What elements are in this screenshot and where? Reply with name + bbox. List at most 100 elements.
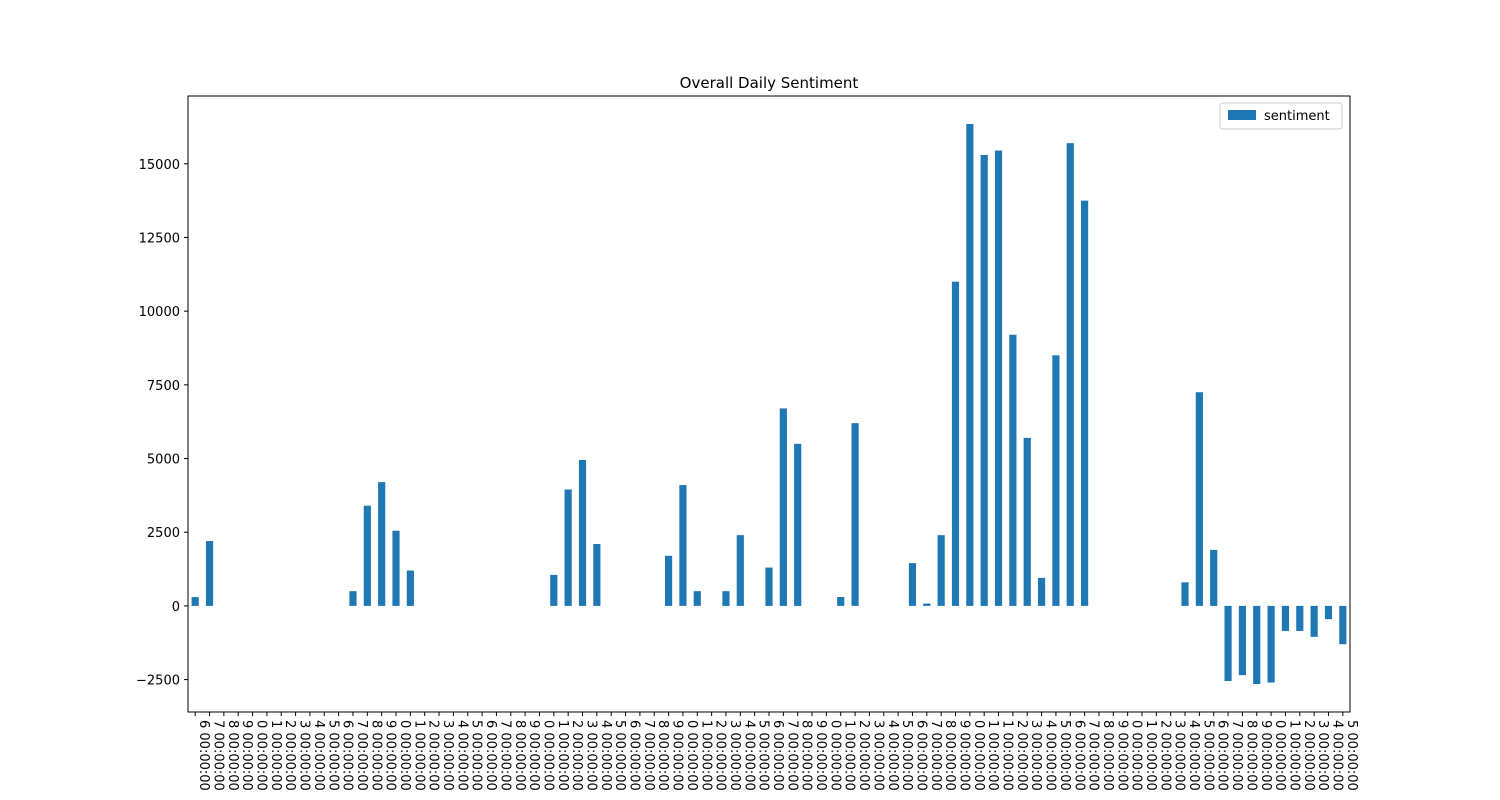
bar xyxy=(1210,549,1218,606)
bar xyxy=(966,124,974,606)
legend-box xyxy=(1219,102,1343,130)
x-tick-label: 0 00:00:00 xyxy=(540,720,555,791)
x-tick-label: 8 00:00:00 xyxy=(942,720,957,791)
bar xyxy=(1066,143,1074,606)
x-tick-label: 1 00:00:00 xyxy=(1143,720,1158,791)
bar xyxy=(1081,200,1089,606)
x-tick-label: 6 00:00:00 xyxy=(627,720,642,791)
x-tick-label: 5 00:00:00 xyxy=(1344,720,1359,791)
y-tick-label: −2500 xyxy=(136,674,180,689)
x-tick-label: 6 00:00:00 xyxy=(196,720,211,791)
bar xyxy=(837,597,845,606)
bar xyxy=(1339,605,1347,645)
x-tick-label: 2 00:00:00 xyxy=(1301,720,1316,791)
x-tick-label: 0 00:00:00 xyxy=(684,720,699,791)
x-tick-label: 0 00:00:00 xyxy=(1129,720,1144,791)
x-tick-label: 1 00:00:00 xyxy=(1286,720,1301,791)
x-tick-label: 3 00:00:00 xyxy=(1028,720,1043,791)
x-tick-label: 3 00:00:00 xyxy=(1315,720,1330,791)
y-tick-label: 0 xyxy=(172,600,180,615)
x-tick-label: 5 00:00:00 xyxy=(1200,720,1215,791)
x-tick-label: 7 00:00:00 xyxy=(354,720,369,791)
x-tick-label: 1 00:00:00 xyxy=(411,720,426,791)
x-tick-label: 9 00:00:00 xyxy=(1258,720,1273,791)
x-tick-label: 2 00:00:00 xyxy=(713,720,728,791)
x-tick-label: 5 00:00:00 xyxy=(612,720,627,791)
x-tick-label: 4 00:00:00 xyxy=(1329,720,1344,791)
x-tick-label: 5 00:00:00 xyxy=(325,720,340,791)
x-tick-label: 6 00:00:00 xyxy=(770,720,785,791)
plot-frame xyxy=(187,95,1351,713)
x-tick-label: 2 00:00:00 xyxy=(282,720,297,791)
bar xyxy=(406,570,414,606)
bar xyxy=(908,563,917,606)
bar xyxy=(851,423,859,606)
bar xyxy=(1037,577,1046,606)
x-tick-label: 7 00:00:00 xyxy=(928,720,943,791)
x-tick-label: 2 00:00:00 xyxy=(1014,720,1029,791)
x-tick-label: 4 00:00:00 xyxy=(1043,720,1058,791)
x-tick-label: 8 00:00:00 xyxy=(512,720,527,791)
x-tick-label: 8 00:00:00 xyxy=(799,720,814,791)
bar xyxy=(1253,605,1261,684)
bar xyxy=(378,482,386,606)
x-tick-label: 5 00:00:00 xyxy=(1057,720,1072,791)
bar xyxy=(1324,605,1333,620)
x-tick-label: 4 00:00:00 xyxy=(598,720,613,791)
x-tick-label: 3 00:00:00 xyxy=(584,720,599,791)
bar xyxy=(593,544,601,606)
bar xyxy=(794,443,802,606)
x-tick-label: 4 00:00:00 xyxy=(741,720,756,791)
bar xyxy=(765,567,773,606)
bar xyxy=(951,281,960,606)
y-tick-label: 15000 xyxy=(139,158,180,173)
bar xyxy=(779,408,787,606)
bar xyxy=(205,541,214,606)
bar xyxy=(1296,605,1304,631)
x-tick-label: 6 00:00:00 xyxy=(340,720,355,791)
x-tick-label: 1 00:00:00 xyxy=(698,720,713,791)
y-tick-label: 2500 xyxy=(147,526,180,541)
y-tick-label: 10000 xyxy=(139,305,180,320)
bar xyxy=(736,535,744,606)
x-tick-label: 0 00:00:00 xyxy=(971,720,986,791)
x-tick-label: 9 00:00:00 xyxy=(670,720,685,791)
bar xyxy=(980,154,988,606)
x-tick-label: 0 00:00:00 xyxy=(827,720,842,791)
x-tick-label: 9 00:00:00 xyxy=(956,720,971,791)
x-tick-label: 3 00:00:00 xyxy=(440,720,455,791)
bar xyxy=(1052,355,1060,606)
y-tick-label: 12500 xyxy=(139,231,180,246)
bar xyxy=(1310,605,1318,637)
y-tick-label: 7500 xyxy=(147,379,180,394)
bar xyxy=(1023,437,1031,606)
bar xyxy=(679,485,687,606)
x-tick-label: 5 00:00:00 xyxy=(756,720,771,791)
legend-label: sentiment xyxy=(1264,109,1330,124)
x-tick-label: 3 00:00:00 xyxy=(1172,720,1187,791)
x-tick-label: 2 00:00:00 xyxy=(569,720,584,791)
x-tick-label: 1 00:00:00 xyxy=(268,720,283,791)
x-tick-label: 4 00:00:00 xyxy=(311,720,326,791)
x-tick-label: 7 00:00:00 xyxy=(1086,720,1101,791)
x-tick-label: 8 00:00:00 xyxy=(225,720,240,791)
x-tick-label: 1 00:00:00 xyxy=(1000,720,1015,791)
x-tick-label: 5 00:00:00 xyxy=(469,720,484,791)
bar xyxy=(1009,334,1017,606)
x-tick-label: 7 00:00:00 xyxy=(1229,720,1244,791)
bar xyxy=(1224,605,1232,682)
x-tick-label: 2 00:00:00 xyxy=(1157,720,1172,791)
bar xyxy=(550,574,558,606)
x-tick-label: 7 00:00:00 xyxy=(784,720,799,791)
x-tick-label: 1 00:00:00 xyxy=(985,720,1000,791)
x-tick-label: 4 00:00:00 xyxy=(885,720,900,791)
legend-swatch xyxy=(1228,110,1256,120)
bar xyxy=(1267,605,1275,683)
bar xyxy=(363,505,371,606)
bar xyxy=(564,489,572,606)
x-tick-label: 7 00:00:00 xyxy=(641,720,656,791)
x-tick-label: 0 00:00:00 xyxy=(397,720,412,791)
x-tick-label: 5 00:00:00 xyxy=(899,720,914,791)
x-tick-label: 6 00:00:00 xyxy=(1071,720,1086,791)
